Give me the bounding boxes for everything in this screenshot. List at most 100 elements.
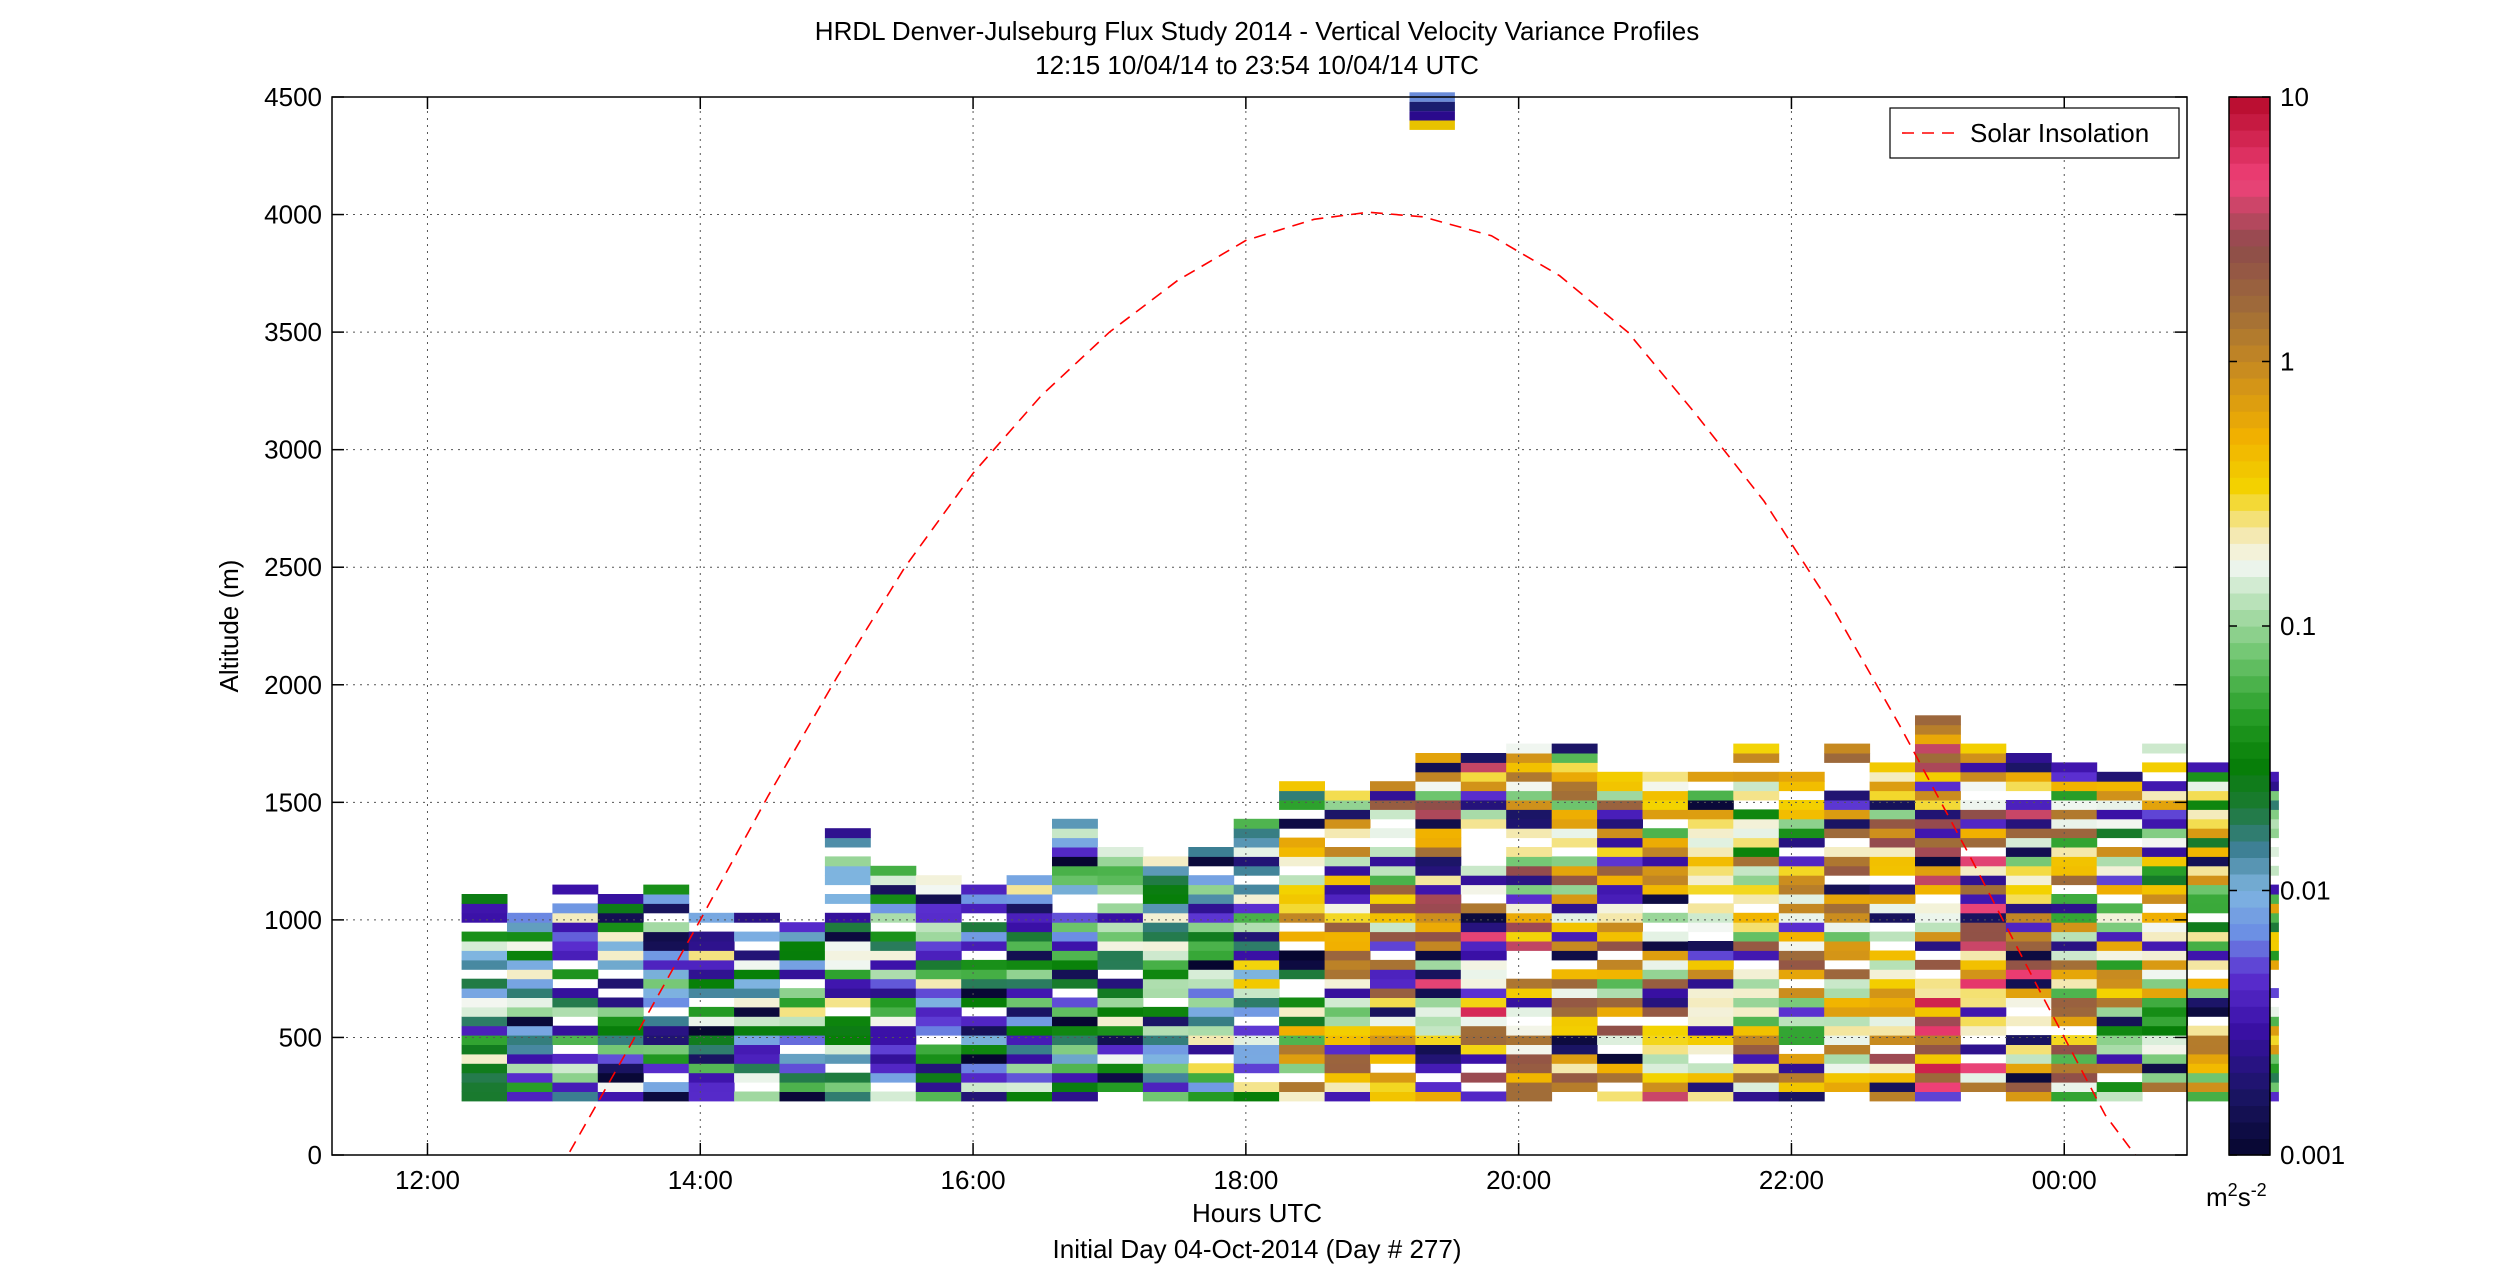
heatmap-cell: [1370, 856, 1416, 867]
heatmap-cell: [1052, 1006, 1098, 1017]
heatmap-cell: [1506, 1025, 1553, 1036]
heatmap-cell: [1460, 781, 1507, 792]
heatmap-cell: [2096, 931, 2143, 942]
heatmap-cell: [1460, 800, 1507, 810]
heatmap-cell: [961, 969, 1008, 980]
heatmap-cell: [2142, 818, 2188, 829]
heatmap-cell: [1642, 771, 1689, 782]
heatmap-cell: [1687, 875, 1734, 886]
heatmap-cell: [1687, 997, 1734, 1008]
colorbar-band: [2229, 824, 2270, 842]
heatmap-cell: [1824, 1016, 1871, 1027]
heatmap-cell: [915, 922, 962, 933]
heatmap-cell: [2005, 771, 2052, 782]
heatmap-cell: [1551, 1006, 1598, 1017]
plot-frame: [331, 96, 2188, 1156]
heatmap-cell: [2142, 847, 2188, 857]
heatmap-cell: [2187, 884, 2234, 895]
heatmap-cell: [915, 912, 962, 923]
colorbar-band: [2229, 378, 2270, 396]
heatmap-cell: [2005, 931, 2052, 942]
heatmap-cell: [643, 903, 690, 914]
heatmap-cell: [1642, 950, 1689, 961]
heatmap-cell: [1233, 1082, 1280, 1092]
heatmap-cell: [597, 1063, 644, 1074]
heatmap-cell: [1506, 847, 1553, 857]
colorbar-band: [2229, 146, 2270, 164]
heatmap-cell: [597, 1044, 644, 1055]
heatmap-cell: [1824, 809, 1871, 820]
heatmap-cell: [1097, 950, 1144, 961]
heatmap-cell: [1960, 771, 2007, 782]
heatmap-cell: [1551, 894, 1598, 904]
heatmap-cell: [2142, 997, 2188, 1008]
heatmap-cell: [1915, 800, 1961, 810]
heatmap-cell: [1642, 1063, 1689, 1074]
colorbar-band: [2229, 692, 2270, 710]
heatmap-cell: [1097, 1016, 1144, 1027]
heatmap-cell: [1506, 1053, 1553, 1064]
heatmap-cell: [961, 988, 1008, 998]
heatmap-cell: [1915, 1006, 1961, 1017]
heatmap-cell: [1597, 1025, 1643, 1036]
colorbar-band: [2229, 295, 2270, 313]
heatmap-cell: [1642, 781, 1689, 792]
heatmap-cell: [1052, 1016, 1098, 1027]
heatmap-cell: [1597, 1072, 1643, 1083]
heatmap-cell: [1960, 762, 2007, 773]
heatmap-cell: [461, 1053, 508, 1064]
heatmap-cell: [1142, 969, 1189, 980]
heatmap-cell: [1687, 828, 1734, 839]
heatmap-cell: [824, 865, 871, 876]
heatmap-cell: [1506, 941, 1553, 951]
heatmap-cell: [1597, 837, 1643, 848]
heatmap-cell: [1733, 771, 1780, 782]
heatmap-cell: [779, 1072, 826, 1083]
heatmap-cell: [2096, 1016, 2143, 1027]
x-tick-label: 22:00: [1759, 1165, 1824, 1195]
heatmap-cell: [1778, 1082, 1825, 1092]
heatmap-cell: [1960, 988, 2007, 998]
heatmap-cell: [1824, 922, 1871, 933]
heatmap-cell: [1052, 1044, 1098, 1055]
heatmap-cell: [1142, 950, 1189, 961]
heatmap-cell: [643, 950, 690, 961]
y-tick-label: 0: [308, 1140, 322, 1170]
heatmap-cell: [1506, 809, 1553, 820]
heatmap-cell: [1324, 950, 1371, 961]
heatmap-cell: [1142, 1063, 1189, 1074]
heatmap-cell: [1279, 875, 1325, 886]
colorbar-band: [2229, 973, 2270, 991]
heatmap-cell: [1188, 847, 1235, 857]
heatmap-cell: [2051, 922, 2098, 933]
heatmap-cell: [1915, 978, 1961, 989]
heatmap-cell: [1824, 1063, 1871, 1074]
heatmap-cell: [1733, 884, 1780, 895]
heatmap-cell: [1233, 1091, 1280, 1102]
heatmap-cell: [1370, 800, 1416, 810]
heatmap-cell: [1233, 959, 1280, 970]
heatmap-cell: [2142, 894, 2188, 904]
heatmap-cell: [1370, 1035, 1416, 1045]
heatmap-cell: [507, 922, 553, 933]
heatmap-cell: [1279, 1006, 1325, 1017]
heatmap-cell: [1506, 781, 1553, 792]
heatmap-cell: [597, 959, 644, 970]
heatmap-cell: [961, 959, 1008, 970]
heatmap-cell: [1279, 912, 1325, 923]
heatmap-cell: [824, 1044, 871, 1055]
heatmap-cell: [2187, 771, 2234, 782]
heatmap-cell: [734, 1025, 780, 1036]
heatmap-cell: [688, 941, 735, 951]
heatmap-cell: [2051, 903, 2098, 914]
heatmap-cell: [2187, 818, 2234, 829]
heatmap-cell: [1869, 988, 1916, 998]
colorbar-tick-label: 0.1: [2280, 611, 2316, 641]
heatmap-cell: [1370, 903, 1416, 914]
heatmap-cell: [1006, 988, 1053, 998]
heatmap-cell: [1642, 941, 1689, 951]
heatmap-cell: [1687, 959, 1734, 970]
heatmap-cell: [2051, 1082, 2098, 1092]
colorbar-band: [2229, 196, 2270, 214]
